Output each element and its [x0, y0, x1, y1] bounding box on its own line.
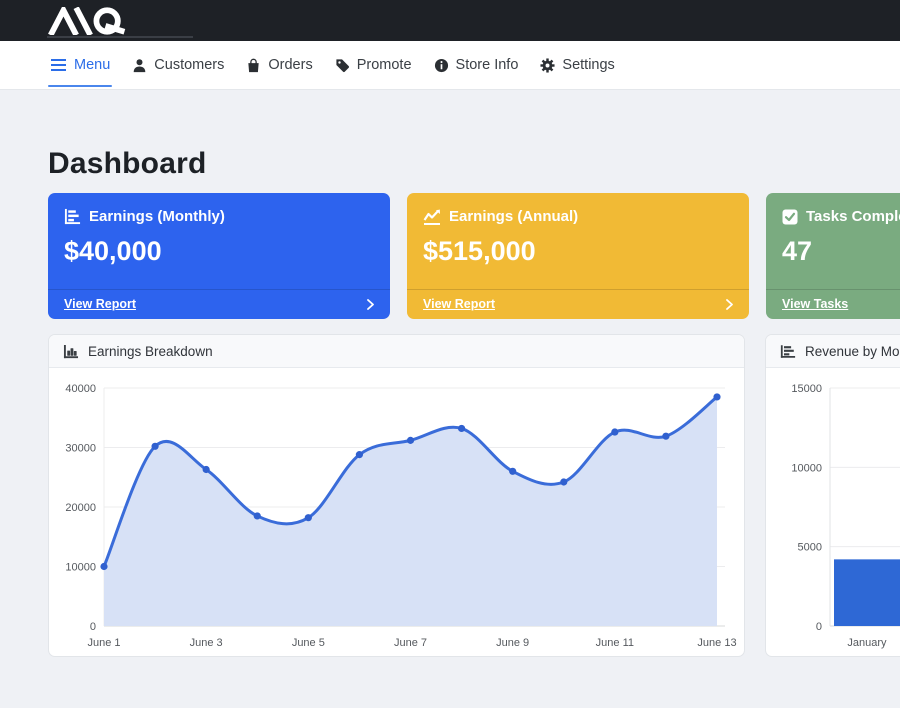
earnings-breakdown-chart: 0 10000 20000 30000 40000 June 1 June 3 June 5 J… [65, 383, 736, 649]
nav-item-label: Customers [154, 57, 225, 73]
svg-text:June 3: June 3 [190, 637, 223, 649]
svg-text:20000: 20000 [65, 502, 96, 514]
check-square-icon [782, 209, 798, 224]
view-report-link[interactable]: View Report [407, 289, 749, 319]
chart-card-title: Earnings Breakdown [88, 343, 213, 359]
earnings-breakdown-card: Earnings Breakdown 0 10000 20000 30000 40000… [48, 334, 745, 657]
nav-item-label: Settings [562, 57, 615, 73]
nav-item-store-info[interactable]: Store Info [434, 41, 519, 89]
svg-text:June 7: June 7 [394, 637, 427, 649]
topbar [0, 0, 900, 41]
svg-text:June 9: June 9 [496, 637, 529, 649]
bag-icon [248, 58, 260, 72]
svg-text:5000: 5000 [798, 542, 822, 554]
charts-row: Earnings Breakdown 0 10000 20000 30000 40000… [48, 334, 900, 657]
svg-text:10000: 10000 [65, 562, 96, 574]
svg-text:0: 0 [90, 621, 96, 633]
stat-card-value: 47 [782, 236, 813, 266]
info-icon [434, 58, 448, 72]
chevron-right-icon [726, 298, 733, 310]
revenue-by-month-header: Revenue by Month [766, 335, 900, 368]
gear-icon [540, 57, 555, 73]
page-content: Dashboard Earnings (Monthly) $40,000 Vie… [0, 90, 900, 657]
svg-text:January: January [847, 637, 887, 649]
chevron-right-icon [367, 298, 374, 310]
nav-item-promote[interactable]: Promote [335, 41, 412, 89]
earnings-annual-card: Earnings (Annual) $515,000 View Report [407, 193, 749, 319]
nav-item-menu[interactable]: Menu [47, 41, 113, 89]
nav-item-label: Store Info [455, 57, 519, 73]
revenue-by-month-card: Revenue by Month 0 5000 10000 15000 January [765, 334, 900, 657]
chart-card-title: Revenue by Month [805, 343, 900, 359]
hamburger-icon [51, 59, 66, 71]
chart-icon [780, 344, 796, 358]
svg-text:June 5: June 5 [292, 637, 325, 649]
stat-card-title: Tasks Completed [806, 208, 900, 225]
svg-text:0: 0 [816, 621, 822, 633]
view-tasks-link[interactable]: View Tasks [766, 289, 900, 319]
nav-item-label: Menu [74, 57, 111, 73]
nav-item-settings[interactable]: Settings [540, 41, 615, 89]
svg-text:June 1: June 1 [87, 637, 120, 649]
svg-text:June 11: June 11 [596, 637, 634, 649]
revenue-by-month-chart: 0 5000 10000 15000 January [791, 383, 900, 649]
stat-card-title: Earnings (Monthly) [89, 208, 225, 225]
bar-chart-icon [64, 208, 81, 225]
svg-text:15000: 15000 [791, 383, 822, 395]
svg-text:10000: 10000 [791, 462, 822, 474]
tag-icon [336, 58, 349, 72]
nav-item-customers[interactable]: Customers [132, 41, 224, 89]
stat-card-value: $515,000 [423, 236, 536, 266]
line-chart-icon [423, 209, 440, 225]
page-title: Dashboard [48, 147, 207, 180]
nav-item-label: Orders [268, 57, 313, 73]
earnings-monthly-card: Earnings (Monthly) $40,000 View Report [48, 193, 390, 319]
stat-cards-row: Earnings (Monthly) $40,000 View Report E… [48, 193, 900, 319]
main-nav: Menu Customers Orders Promote Store Info [0, 41, 900, 90]
svg-text:40000: 40000 [65, 383, 96, 395]
chart-icon [63, 344, 79, 358]
svg-text:30000: 30000 [65, 443, 96, 455]
stat-card-value: $40,000 [64, 236, 162, 266]
tasks-completed-card: Tasks Completed 47 View Tasks [766, 193, 900, 319]
nav-item-label: Promote [356, 57, 412, 73]
earnings-breakdown-header: Earnings Breakdown [49, 335, 744, 368]
nav-item-orders[interactable]: Orders [246, 41, 313, 89]
svg-text:June 13: June 13 [697, 637, 736, 649]
brand-logo[interactable] [47, 6, 131, 35]
logo-underline [47, 36, 193, 38]
view-report-link[interactable]: View Report [48, 289, 390, 319]
stat-card-title: Earnings (Annual) [449, 208, 579, 225]
person-icon [133, 58, 146, 72]
